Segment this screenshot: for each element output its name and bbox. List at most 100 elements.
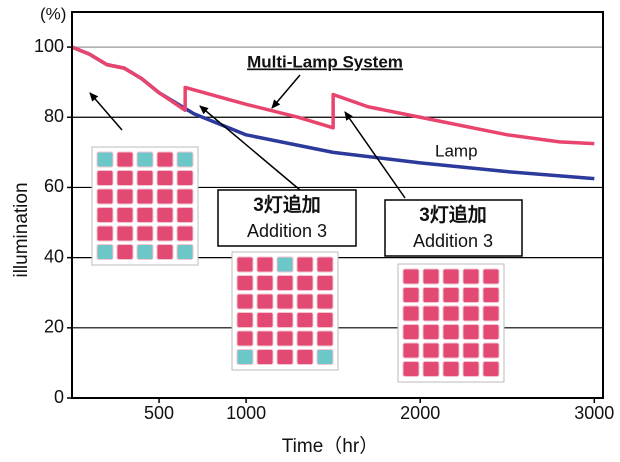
lamp-cell [136, 244, 154, 260]
plot-frame [71, 11, 604, 399]
lamp-cell [402, 287, 420, 303]
lamp-cell [316, 349, 334, 365]
lamp-cell [482, 361, 500, 377]
lamp-cell [276, 275, 294, 291]
lamp-cell [442, 361, 460, 377]
lamp-cell [276, 256, 294, 273]
lamp-cell [156, 151, 174, 168]
lamp-cell [462, 324, 480, 340]
x-axis-label: Time（hr） [282, 435, 378, 457]
y-unit: (%) [40, 4, 66, 23]
series-line [71, 45, 595, 146]
lamp-cell [442, 342, 460, 359]
lamp-cell [116, 170, 134, 186]
lamp-cell [96, 151, 114, 168]
lamp-cell [296, 293, 314, 310]
lamp-cell [96, 170, 114, 186]
lamp-cell [462, 361, 480, 377]
lamp-cell [236, 256, 254, 273]
lamp-cell [96, 244, 114, 260]
lamp-cell [442, 305, 460, 322]
lamp-cell [96, 207, 114, 223]
annotation: 3灯追加 [253, 193, 321, 216]
lamp-cell [236, 312, 254, 328]
lamp-panel [397, 263, 505, 383]
y-tick-label: 100 [34, 36, 64, 56]
annotation-box [384, 199, 523, 257]
lamp-cell [176, 244, 194, 260]
x-tick-label: 3000 [574, 403, 614, 423]
lamp-cell [422, 287, 440, 303]
y-tick-label: 0 [54, 387, 64, 407]
lamp-cell [402, 361, 420, 377]
lamp-cell [296, 349, 314, 365]
lamp-cell [422, 361, 440, 377]
lamp-cell [422, 324, 440, 340]
lamp-cell [462, 287, 480, 303]
x-tick-label: 500 [144, 403, 174, 423]
lamp-cell [422, 268, 440, 285]
lamp-cell [462, 342, 480, 359]
lamp-cell [256, 349, 274, 365]
lamp-cell [116, 207, 134, 223]
lamp-cell [156, 225, 174, 242]
lamp-cell [256, 293, 274, 310]
y-tick-label: 80 [44, 106, 64, 126]
annotation: 3灯追加 [419, 203, 487, 226]
lamp-cell [482, 287, 500, 303]
lamp-cell [136, 151, 154, 168]
lamp-cell [316, 256, 334, 273]
series-label: Lamp [435, 141, 478, 160]
lamp-cell [402, 324, 420, 340]
lamp-cell [422, 305, 440, 322]
lamp-cell [236, 275, 254, 291]
y-tick-label: 60 [44, 176, 64, 196]
lamp-cell [442, 324, 460, 340]
lamp-cell [276, 293, 294, 310]
lamp-cell [462, 305, 480, 322]
lamp-cell [482, 268, 500, 285]
arrows [89, 74, 406, 199]
lamp-cell [136, 170, 154, 186]
lamp-cell [156, 170, 174, 186]
lamp-cell [116, 188, 134, 205]
lamp-cell [316, 312, 334, 328]
lamp-cell [276, 312, 294, 328]
lamp-cell [482, 305, 500, 322]
lamp-cell [256, 312, 274, 328]
lamp-cell [156, 207, 174, 223]
lamp-panel [231, 251, 339, 371]
x-tick-label: 2000 [400, 403, 440, 423]
lamp-cell [296, 330, 314, 347]
lamp-cell [442, 287, 460, 303]
lamp-cell [256, 256, 274, 273]
lamp-cell [296, 256, 314, 273]
lamp-cell [236, 330, 254, 347]
y-axis-label: illumination [11, 182, 32, 277]
annotation: Addition 3 [247, 221, 327, 241]
y-tick-label: 20 [44, 317, 64, 337]
lamp-cell [402, 342, 420, 359]
lamp-panel [91, 146, 199, 266]
lamp-cell [176, 225, 194, 242]
lamp-cell [296, 312, 314, 328]
lamp-cell [482, 342, 500, 359]
x-tick-label: 1000 [226, 403, 266, 423]
annotation-box [217, 189, 357, 247]
lamp-cell [462, 268, 480, 285]
y-tick-label: 40 [44, 246, 64, 266]
lamp-cell [116, 244, 134, 260]
lamp-cell [316, 275, 334, 291]
lamp-cell [136, 207, 154, 223]
lamp-cell [402, 305, 420, 322]
series-label: Multi-Lamp System [247, 52, 403, 71]
lamp-cell [422, 342, 440, 359]
lamp-cell [96, 225, 114, 242]
lamp-cell [176, 188, 194, 205]
lamp-cell [442, 268, 460, 285]
lamp-cell [276, 349, 294, 365]
lamp-cell [276, 330, 294, 347]
lamp-cell [96, 188, 114, 205]
lamp-cell [316, 293, 334, 310]
